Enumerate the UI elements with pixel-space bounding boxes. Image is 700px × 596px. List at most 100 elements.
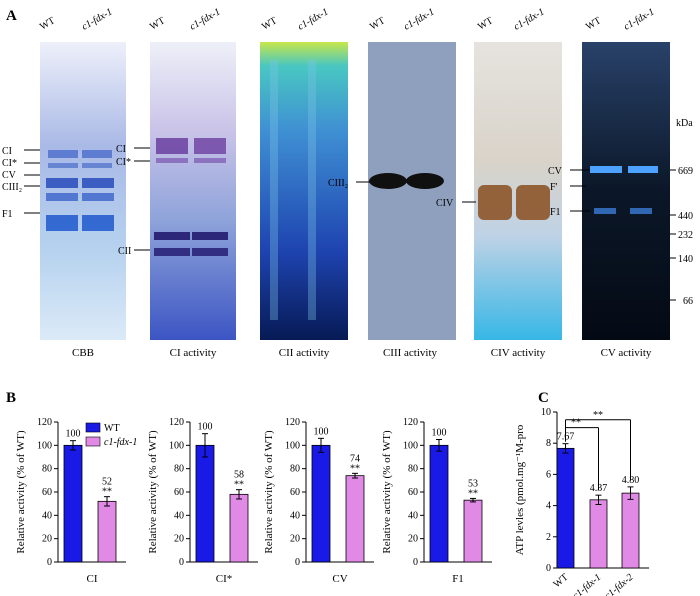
gel-image bbox=[150, 42, 236, 340]
band bbox=[369, 173, 407, 189]
bar-c1-fdx-2 bbox=[621, 492, 640, 569]
bar-WT bbox=[556, 447, 575, 569]
marker-f1: F1 bbox=[2, 209, 13, 220]
y-axis-label: Relative activity (% of WT) bbox=[263, 430, 275, 554]
y-tick-label: 0 bbox=[546, 563, 551, 574]
gel-caption: CBB bbox=[72, 347, 94, 359]
y-tick-label: 0 bbox=[413, 557, 418, 568]
x-category-label: c1-fdx-1 bbox=[571, 572, 604, 596]
chart-2: 0 20 40 60 80 100 120 Relative activity (% of W… bbox=[147, 417, 258, 585]
y-axis-label: ATP levles (pmol.mg⁻¹M-pro bbox=[514, 424, 526, 555]
y-tick-label: 20 bbox=[408, 534, 418, 545]
significance-mark: ** bbox=[593, 410, 603, 421]
y-tick-label: 40 bbox=[408, 510, 418, 521]
y-tick-label: 60 bbox=[408, 487, 418, 498]
significance-mark: ** bbox=[571, 418, 581, 429]
x-axis-label: CV bbox=[332, 573, 347, 585]
y-tick-label: 120 bbox=[403, 417, 418, 428]
kda-66: 66 bbox=[683, 296, 693, 307]
gel-cv-activity: WT c1-fdx-1 CV F' F1 CV activity bbox=[548, 6, 670, 359]
legend-swatch bbox=[85, 422, 101, 433]
marker-cv: CV bbox=[548, 166, 563, 177]
gel-caption: CV activity bbox=[601, 347, 652, 359]
y-tick-label: 80 bbox=[174, 464, 184, 475]
panel-label-a: A bbox=[6, 8, 17, 24]
significance-mark: ** bbox=[468, 488, 478, 499]
y-tick-label: 120 bbox=[37, 417, 52, 428]
lane-label-wt: WT bbox=[148, 15, 167, 32]
band bbox=[628, 166, 658, 173]
bar-WT bbox=[195, 444, 215, 563]
lane-label-mutant: c1-fdx-1 bbox=[402, 6, 436, 32]
x-category-label: WT bbox=[551, 572, 570, 590]
lane-label-wt: WT bbox=[38, 15, 57, 32]
y-tick-label: 40 bbox=[42, 510, 52, 521]
y-tick-label: 0 bbox=[295, 557, 300, 568]
legend-label: WT bbox=[104, 423, 120, 434]
y-tick-label: 2 bbox=[546, 532, 551, 543]
bar-c1-fdx-1 bbox=[463, 499, 483, 563]
legend-label: c1-fdx-1 bbox=[104, 437, 137, 448]
gel-caption: CI activity bbox=[170, 347, 217, 359]
kda-140: 140 bbox=[678, 254, 693, 265]
marker-ci: CI bbox=[116, 144, 126, 155]
y-axis-label: Relative activity (% of WT) bbox=[15, 430, 27, 554]
band bbox=[516, 185, 550, 220]
y-axis-label: Relative activity (% of WT) bbox=[147, 430, 159, 554]
marker-cii: CII bbox=[118, 246, 131, 257]
y-tick-label: 60 bbox=[42, 487, 52, 498]
y-tick-label: 100 bbox=[285, 440, 300, 451]
y-tick-label: 100 bbox=[37, 440, 52, 451]
data-label: 53 bbox=[468, 478, 478, 489]
chart-3: 0 20 40 60 80 100 120 Relative activity (% of W… bbox=[263, 417, 374, 585]
gel-image bbox=[260, 42, 348, 340]
data-label: 58 bbox=[234, 470, 244, 481]
data-label: 100 bbox=[66, 429, 81, 440]
legend-swatch bbox=[85, 436, 101, 447]
y-tick-label: 60 bbox=[174, 487, 184, 498]
band bbox=[406, 173, 444, 189]
marker-f1: F1 bbox=[550, 207, 561, 218]
data-label: 74 bbox=[350, 453, 360, 464]
marker-civ: CIV bbox=[436, 198, 454, 209]
y-tick-label: 6 bbox=[546, 469, 551, 480]
data-label: 52 bbox=[102, 477, 112, 488]
marker-f-prime: F' bbox=[550, 182, 558, 193]
lane-label-wt: WT bbox=[476, 15, 495, 32]
x-category-label: c1-fdx-2 bbox=[603, 572, 636, 596]
panel-label-c: C bbox=[538, 390, 549, 406]
lane-label-mutant: c1-fdx-1 bbox=[188, 6, 222, 32]
significance-mark: ** bbox=[234, 480, 244, 491]
gel-image bbox=[368, 42, 456, 340]
y-tick-label: 40 bbox=[290, 510, 300, 521]
kda-669: 669 bbox=[678, 166, 693, 177]
panel-label-b: B bbox=[6, 390, 16, 406]
kda-ladder: kDa 669 440 232 140 66 bbox=[670, 118, 693, 307]
kda-440: 440 bbox=[678, 211, 693, 222]
gel-civ-activity: WT c1-fdx-1 CIV CIV activity bbox=[436, 6, 562, 359]
data-label: 100 bbox=[314, 426, 329, 437]
marker-ciii2: CIII₂ bbox=[328, 178, 348, 189]
marker-ciii2: CIII₂ bbox=[2, 182, 22, 193]
lane-label-mutant: c1-fdx-1 bbox=[622, 6, 656, 32]
bar-c1-fdx-1 bbox=[97, 500, 117, 563]
y-tick-label: 60 bbox=[290, 487, 300, 498]
kda-232: 232 bbox=[678, 230, 693, 241]
gel-image bbox=[40, 42, 126, 340]
bar-WT bbox=[311, 444, 331, 563]
y-tick-label: 20 bbox=[42, 534, 52, 545]
lane-label-wt: WT bbox=[584, 15, 603, 32]
data-label: 100 bbox=[432, 428, 447, 439]
y-tick-label: 80 bbox=[408, 464, 418, 475]
x-axis-label: CI bbox=[87, 573, 98, 585]
y-tick-label: 20 bbox=[290, 534, 300, 545]
y-tick-label: 100 bbox=[403, 440, 418, 451]
y-tick-label: 120 bbox=[169, 417, 184, 428]
x-axis-label: CI* bbox=[216, 573, 233, 585]
y-tick-label: 20 bbox=[174, 534, 184, 545]
gel-caption: CII activity bbox=[279, 347, 330, 359]
lane-label-mutant: c1-fdx-1 bbox=[512, 6, 546, 32]
y-tick-label: 80 bbox=[290, 464, 300, 475]
marker-cv: CV bbox=[2, 170, 17, 181]
